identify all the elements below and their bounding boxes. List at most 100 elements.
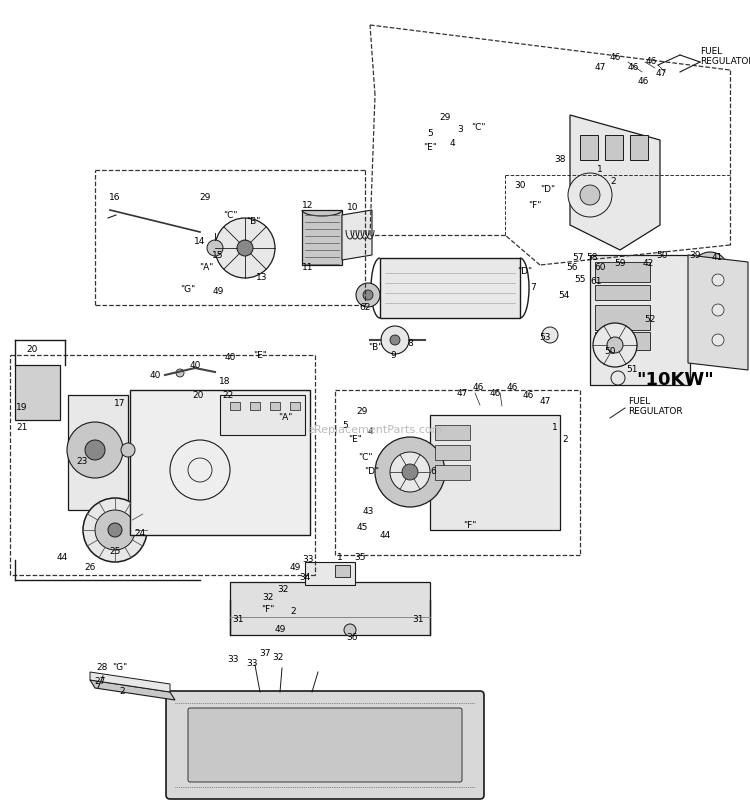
Text: 36: 36: [346, 634, 358, 642]
Bar: [605, 135, 623, 160]
Text: 4: 4: [449, 139, 454, 147]
Circle shape: [375, 437, 445, 507]
Text: REGULATOR: REGULATOR: [628, 408, 682, 417]
Text: 6: 6: [430, 467, 436, 476]
Text: 11: 11: [302, 264, 313, 272]
Polygon shape: [230, 582, 430, 635]
Circle shape: [356, 283, 380, 307]
Text: 12: 12: [302, 201, 313, 210]
Text: 45: 45: [356, 524, 368, 533]
Circle shape: [85, 440, 105, 460]
Circle shape: [176, 369, 184, 377]
Text: 31: 31: [232, 616, 244, 625]
Text: 59: 59: [614, 259, 626, 268]
Circle shape: [374, 709, 386, 721]
Circle shape: [381, 326, 409, 354]
Bar: [335, 565, 350, 577]
Text: 27: 27: [94, 678, 106, 687]
Text: "D": "D": [364, 467, 380, 476]
Text: 32: 32: [278, 585, 289, 595]
Bar: [230, 402, 240, 410]
Text: 46: 46: [645, 57, 657, 67]
Text: "B": "B": [368, 343, 382, 352]
Text: "G": "G": [180, 285, 196, 294]
Text: 19: 19: [16, 404, 28, 413]
Text: 43: 43: [362, 508, 374, 517]
Text: eReplacementParts.com: eReplacementParts.com: [308, 425, 442, 435]
Text: 8: 8: [407, 339, 413, 348]
Bar: [630, 135, 648, 160]
Text: "E": "E": [253, 351, 267, 359]
Text: FUEL: FUEL: [700, 48, 722, 56]
Text: 33: 33: [302, 555, 313, 564]
Bar: [595, 305, 650, 330]
Circle shape: [712, 334, 724, 346]
Circle shape: [207, 240, 223, 256]
Circle shape: [108, 523, 122, 537]
Circle shape: [611, 371, 625, 385]
Circle shape: [67, 422, 123, 478]
Text: 46: 46: [627, 64, 639, 73]
Polygon shape: [302, 210, 342, 265]
Text: 7: 7: [530, 284, 536, 293]
Circle shape: [729, 282, 741, 294]
Circle shape: [215, 218, 275, 278]
Circle shape: [725, 310, 735, 320]
Text: 3: 3: [457, 126, 463, 135]
Polygon shape: [590, 255, 690, 385]
Circle shape: [580, 185, 600, 205]
Text: 25: 25: [110, 547, 121, 556]
Text: 10: 10: [347, 202, 358, 211]
Text: 42: 42: [642, 259, 653, 268]
Text: 28: 28: [96, 663, 108, 671]
Text: 57: 57: [572, 252, 584, 261]
Text: 1: 1: [338, 554, 343, 563]
Bar: [595, 332, 650, 350]
Circle shape: [409, 709, 421, 721]
Text: "F": "F": [464, 521, 477, 530]
Text: "C": "C": [223, 210, 237, 219]
Text: 46: 46: [489, 388, 501, 397]
Circle shape: [720, 305, 740, 325]
Circle shape: [390, 452, 430, 492]
FancyBboxPatch shape: [166, 691, 484, 799]
Polygon shape: [220, 395, 305, 435]
Text: 58: 58: [586, 252, 598, 261]
Circle shape: [237, 240, 253, 256]
Text: 61: 61: [590, 277, 602, 286]
Text: 1: 1: [597, 165, 603, 175]
Bar: [435, 425, 470, 440]
Circle shape: [83, 498, 147, 562]
Text: 54: 54: [558, 290, 570, 300]
Text: 34: 34: [299, 574, 310, 583]
Text: 35: 35: [354, 554, 366, 563]
Polygon shape: [90, 672, 170, 692]
Text: FUEL: FUEL: [628, 397, 650, 406]
Text: "A": "A": [199, 264, 213, 272]
Text: 44: 44: [380, 530, 391, 539]
Text: 2: 2: [119, 688, 124, 696]
Text: 40: 40: [149, 371, 160, 380]
Text: "D": "D": [541, 185, 556, 194]
Polygon shape: [430, 415, 560, 530]
Circle shape: [568, 173, 612, 217]
Text: 37: 37: [260, 649, 271, 658]
Bar: [595, 262, 650, 282]
Text: "F": "F": [528, 201, 542, 210]
Text: 50: 50: [604, 347, 616, 356]
Circle shape: [374, 754, 386, 766]
Text: 33: 33: [246, 659, 258, 667]
Text: 33: 33: [227, 655, 238, 664]
Text: 22: 22: [222, 390, 234, 400]
Text: "F": "F": [261, 605, 274, 614]
Text: 13: 13: [256, 273, 268, 282]
Circle shape: [692, 252, 728, 288]
Text: 47: 47: [656, 69, 667, 77]
Text: "C": "C": [471, 123, 485, 132]
Text: 1: 1: [552, 423, 558, 433]
Text: 16: 16: [110, 193, 121, 202]
Text: 5: 5: [342, 422, 348, 430]
Circle shape: [390, 335, 400, 345]
Text: 40: 40: [189, 360, 201, 369]
Polygon shape: [15, 365, 60, 420]
